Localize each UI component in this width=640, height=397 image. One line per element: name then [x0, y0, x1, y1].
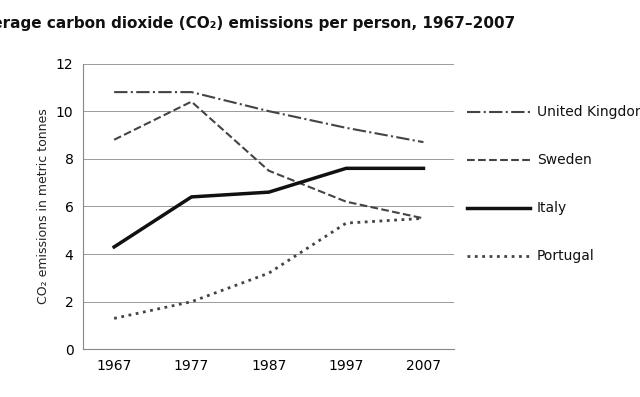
- Text: United Kingdom: United Kingdom: [537, 105, 640, 119]
- Portugal: [188, 299, 195, 304]
- Portugal: [420, 216, 428, 221]
- Line: Portugal: Portugal: [114, 218, 424, 318]
- Italy: [110, 245, 118, 249]
- Italy: [342, 166, 350, 171]
- Text: Sweden: Sweden: [537, 153, 592, 167]
- United Kingdom: [265, 109, 273, 114]
- United Kingdom: [420, 140, 428, 145]
- Sweden: [265, 168, 273, 173]
- Text: Portugal: Portugal: [537, 249, 595, 263]
- Sweden: [342, 199, 350, 204]
- Text: Italy: Italy: [537, 201, 567, 215]
- Italy: [188, 195, 195, 199]
- Sweden: [110, 137, 118, 142]
- Portugal: [342, 221, 350, 225]
- Italy: [420, 166, 428, 171]
- Portugal: [110, 316, 118, 321]
- Sweden: [188, 99, 195, 104]
- Portugal: [265, 271, 273, 276]
- Sweden: [420, 216, 428, 221]
- Italy: [265, 190, 273, 195]
- United Kingdom: [188, 90, 195, 94]
- Line: Italy: Italy: [114, 168, 424, 247]
- Line: Sweden: Sweden: [114, 102, 424, 218]
- United Kingdom: [110, 90, 118, 94]
- United Kingdom: [342, 125, 350, 130]
- Text: Average carbon dioxide (CO₂) emissions per person, 1967–2007: Average carbon dioxide (CO₂) emissions p…: [0, 16, 515, 31]
- Line: United Kingdom: United Kingdom: [114, 92, 424, 142]
- Y-axis label: CO₂ emissions in metric tonnes: CO₂ emissions in metric tonnes: [37, 108, 51, 304]
